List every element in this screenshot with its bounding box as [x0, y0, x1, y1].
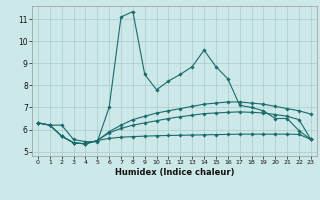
X-axis label: Humidex (Indice chaleur): Humidex (Indice chaleur): [115, 168, 234, 177]
